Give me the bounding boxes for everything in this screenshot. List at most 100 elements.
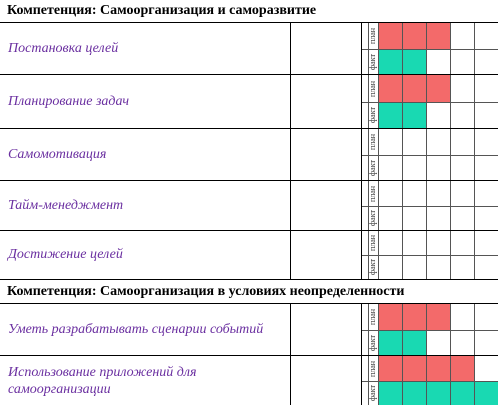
- fact-level-cell: [379, 206, 403, 230]
- plan-level-cell: [379, 23, 403, 49]
- grid-line: [378, 356, 379, 381]
- plan-level-cell: [379, 129, 403, 155]
- plan-level-cell: [475, 231, 498, 255]
- fact-label-text: факт: [369, 53, 377, 70]
- fact-row-label: факт: [369, 155, 377, 180]
- fact-level-cell: [379, 49, 403, 74]
- plan-row-label: план: [369, 356, 377, 381]
- plan-level-cell: [379, 304, 403, 330]
- fact-row-label: факт: [369, 330, 377, 355]
- grid-line: [378, 304, 379, 330]
- grid-line: [378, 129, 379, 155]
- fact-level-cell: [451, 102, 475, 128]
- plan-level-cell: [427, 75, 451, 102]
- plan-level-cell: [427, 231, 451, 255]
- fact-level-cell: [379, 155, 403, 180]
- plan-row-label: план: [369, 231, 377, 255]
- grid-line: [362, 330, 498, 331]
- fact-level-cell: [427, 206, 451, 230]
- plan-level-cell: [403, 129, 427, 155]
- plan-level-cell: [427, 356, 451, 381]
- fact-level-cell: [475, 381, 498, 405]
- grid-line: [368, 330, 369, 355]
- plan-level-cell: [475, 23, 498, 49]
- fact-level-cell: [475, 206, 498, 230]
- fact-level-cell: [427, 102, 451, 128]
- fact-row-label: факт: [369, 102, 377, 128]
- grid-line: [362, 49, 498, 50]
- fact-level-cell: [379, 255, 403, 279]
- fact-level-cell: [451, 381, 475, 405]
- plan-level-cell: [475, 129, 498, 155]
- grid-line: [378, 23, 379, 49]
- column-divider: [290, 303, 291, 405]
- plan-level-cell: [403, 304, 427, 330]
- grid-line: [362, 102, 498, 103]
- grid-line: [362, 206, 498, 207]
- plan-level-cell: [451, 231, 475, 255]
- fact-level-cell: [451, 330, 475, 355]
- fact-level-cell: [403, 330, 427, 355]
- grid-line: [378, 206, 379, 230]
- plan-level-cell: [427, 304, 451, 330]
- fact-level-cell: [427, 330, 451, 355]
- fact-label-text: факт: [369, 384, 377, 402]
- plan-level-cell: [403, 181, 427, 206]
- skill-name: Уметь разрабатывать сценарии событий: [8, 321, 264, 337]
- divider: [0, 22, 498, 23]
- fact-level-cell: [475, 49, 498, 74]
- grid-line: [378, 330, 379, 355]
- plan-level-cell: [451, 356, 475, 381]
- divider: [0, 303, 498, 304]
- skill-name: Использование приложений для самоорганиз…: [8, 365, 197, 397]
- section-title: Компетенция: Самоорганизация в условиях …: [7, 284, 405, 299]
- fact-level-cell: [427, 49, 451, 74]
- grid-line: [378, 381, 379, 405]
- column-divider: [361, 22, 362, 279]
- column-divider: [290, 22, 291, 279]
- plan-level-cell: [451, 181, 475, 206]
- plan-level-cell: [451, 129, 475, 155]
- fact-row-label: факт: [369, 255, 377, 279]
- divider: [0, 180, 498, 181]
- fact-level-cell: [451, 255, 475, 279]
- fact-level-cell: [451, 206, 475, 230]
- plan-level-cell: [403, 231, 427, 255]
- plan-label-text: план: [369, 185, 377, 202]
- fact-label-text: факт: [369, 334, 377, 351]
- grid-line: [368, 381, 369, 405]
- divider: [0, 230, 498, 231]
- fact-level-cell: [403, 206, 427, 230]
- fact-label-text: факт: [369, 258, 377, 276]
- plan-label-text: план: [369, 360, 377, 377]
- divider: [0, 74, 498, 75]
- plan-label-text: план: [369, 133, 377, 151]
- grid-line: [368, 181, 369, 206]
- fact-level-cell: [427, 381, 451, 405]
- grid-line: [362, 381, 498, 382]
- plan-label-text: план: [369, 234, 377, 252]
- grid-line: [368, 129, 369, 155]
- section-title: Компетенция: Самоорганизация и саморазви…: [7, 3, 317, 18]
- grid-line: [362, 155, 498, 156]
- fact-level-cell: [403, 102, 427, 128]
- plan-level-cell: [427, 129, 451, 155]
- fact-level-cell: [451, 49, 475, 74]
- grid-line: [362, 255, 498, 256]
- grid-line: [378, 102, 379, 128]
- plan-level-cell: [475, 356, 498, 381]
- grid-line: [368, 255, 369, 279]
- plan-level-cell: [379, 75, 403, 102]
- plan-level-cell: [475, 181, 498, 206]
- fact-label-text: факт: [369, 159, 377, 176]
- plan-label-text: план: [369, 27, 377, 45]
- fact-level-cell: [403, 381, 427, 405]
- grid-line: [378, 75, 379, 102]
- plan-row-label: план: [369, 181, 377, 206]
- plan-row-label: план: [369, 75, 377, 102]
- fact-level-cell: [379, 330, 403, 355]
- grid-line: [368, 75, 369, 102]
- grid-line: [378, 155, 379, 180]
- skill-name: Тайм-менеджмент: [8, 197, 124, 213]
